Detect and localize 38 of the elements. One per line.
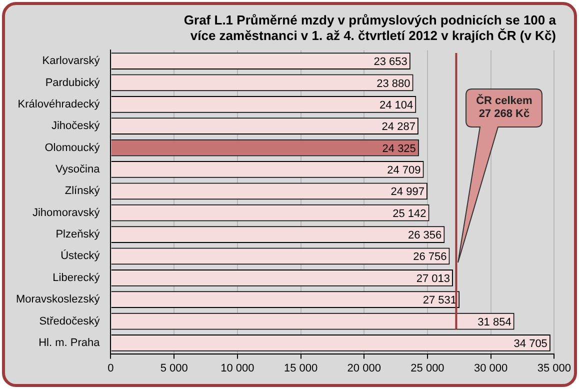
x-tick-label: 0 bbox=[108, 362, 114, 374]
data-label: 23 653 bbox=[374, 56, 408, 68]
x-tick-label: 35 000 bbox=[537, 362, 572, 374]
x-tick-label: 20 000 bbox=[347, 362, 381, 374]
data-label: 24 104 bbox=[379, 99, 414, 112]
x-tick-label: 15 000 bbox=[284, 362, 318, 374]
data-label: 23 880 bbox=[376, 78, 410, 90]
x-tick-label: 25 000 bbox=[410, 362, 444, 374]
y-tick-label: Hl. m. Praha bbox=[38, 336, 101, 349]
y-tick-label: Středočeský bbox=[39, 315, 100, 328]
y-tick-label: Vysočina bbox=[56, 164, 101, 176]
x-tick-label: 30 000 bbox=[474, 362, 508, 374]
data-label: 27 013 bbox=[416, 272, 450, 285]
y-tick-label: Pardubický bbox=[45, 76, 100, 89]
data-label: 24 325 bbox=[382, 142, 416, 155]
data-label: 34 705 bbox=[514, 338, 548, 350]
data-label: 24 997 bbox=[390, 186, 424, 198]
data-label: 25 142 bbox=[392, 208, 426, 220]
y-tick-label: Plzeňský bbox=[56, 228, 100, 241]
chart-title: Graf L.1 Průměrné mzdy v průmyslových podnicích se 100 a více zaměstnanci v 1. až 4. čtvrtletí 2012 v krajích ČR (v Kč) bbox=[184, 12, 557, 43]
x-tick-label: 10 000 bbox=[220, 362, 254, 374]
y-tick-label: Královéhradecký bbox=[18, 98, 100, 110]
data-label: 31 854 bbox=[478, 316, 512, 328]
data-label: 24 709 bbox=[387, 164, 421, 177]
y-tick-label: Jihočeský bbox=[51, 120, 100, 132]
y-tick-label: Liberecký bbox=[52, 272, 100, 284]
y-tick-label: Zlínský bbox=[64, 185, 100, 198]
x-tick-label: 5 000 bbox=[160, 362, 188, 374]
data-label: 24 287 bbox=[382, 121, 416, 134]
y-tick-label: Olomoucký bbox=[44, 142, 100, 154]
data-label: 26 756 bbox=[413, 251, 447, 264]
data-label: 27 531 bbox=[422, 294, 457, 307]
y-tick-label: Ústecký bbox=[60, 249, 100, 262]
y-tick-label: Moravskoslezský bbox=[16, 294, 100, 306]
data-label: 26 356 bbox=[408, 230, 442, 242]
ref-line-label: ČR celkem 27 268 Kč bbox=[475, 94, 534, 121]
y-tick-label: Karlovarský bbox=[42, 55, 100, 68]
y-tick-label: Jihomoravský bbox=[32, 206, 100, 219]
